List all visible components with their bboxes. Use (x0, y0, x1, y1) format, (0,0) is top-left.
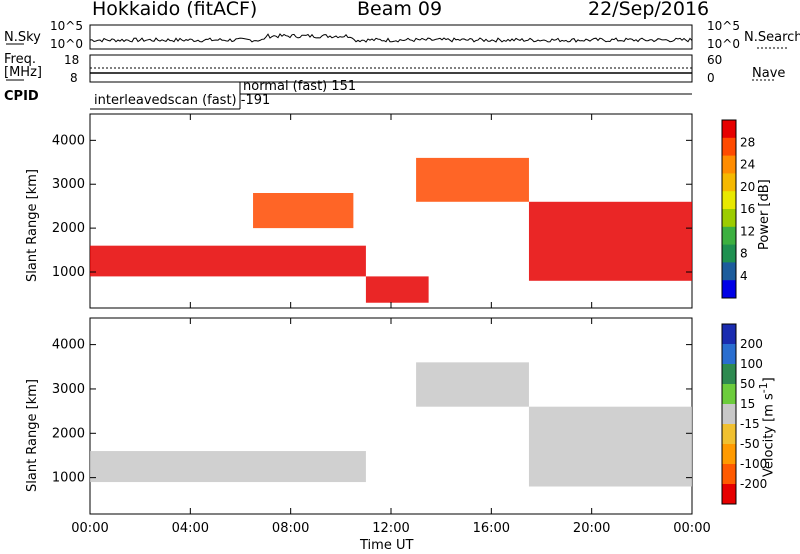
xtick-label: 00:00 (71, 521, 108, 536)
nsearch-label: N.Search (744, 30, 800, 45)
nsky-trace (89, 33, 693, 44)
power-colorbar-swatch (722, 209, 736, 228)
nsearch-tick-bottom: 10^0 (707, 37, 740, 51)
power-colorbar-tick-label: 28 (740, 135, 755, 149)
nave-tick-top: 60 (707, 53, 723, 67)
xtick-label: 16:00 (473, 521, 510, 536)
power-band (528, 201, 692, 281)
power-colorbar-swatch (722, 173, 736, 192)
velocity-ytick-label: 2000 (52, 426, 85, 441)
nsky-tick-bottom: 10^0 (50, 37, 83, 51)
velocity-band (90, 451, 366, 483)
velocity-colorbar-tick-label: -200 (740, 477, 767, 491)
power-colorbar-swatch (722, 244, 736, 263)
velocity-colorbar-tick-label: 15 (740, 397, 755, 411)
velocity-colorbar-frame (721, 323, 737, 505)
velocity-colorbar-swatch (722, 364, 736, 385)
nsearch-tick-top: 10^5 (707, 19, 740, 33)
velocity-colorbar-swatch (722, 344, 736, 365)
power-band (365, 276, 429, 303)
power-colorbar-tick-label: 8 (740, 247, 748, 261)
xtick-label: 04:00 (172, 521, 209, 536)
power-colorbar-tick-label: 16 (740, 202, 755, 216)
power-colorbar-tick-label: 20 (740, 180, 755, 194)
cpid-entry: normal (fast) 151 (243, 79, 356, 94)
velocity-colorbar-tick-label: -15 (740, 417, 760, 431)
velocity-colorbar-swatch (722, 464, 736, 485)
power-band (253, 193, 354, 229)
nave-tick-bottom: 0 (707, 71, 715, 85)
power-colorbar-swatch (722, 191, 736, 210)
power-colorbar-tick-label: 24 (740, 158, 755, 172)
nsky-panel-frame (89, 24, 693, 50)
xaxis-title: Time UT (360, 538, 414, 553)
power-colorbar-swatch (722, 280, 736, 299)
station-title: Hokkaido (fitACF) (92, 0, 258, 20)
cpid-entry-id: 151 (331, 79, 357, 94)
velocity-colorbar-tick-label: 200 (740, 337, 763, 351)
power-ytick-label: 1000 (52, 265, 85, 280)
velocity-colorbar-swatch (722, 424, 736, 445)
velocity-colorbar-swatch (722, 404, 736, 425)
power-ytick-label: 4000 (52, 133, 85, 148)
velocity-colorbar-swatch (722, 484, 736, 505)
power-band (90, 245, 366, 277)
velocity-colorbar-swatch (722, 444, 736, 465)
xtick-label: 20:00 (573, 521, 610, 536)
velocity-colorbar-tick-label: -100 (740, 457, 767, 471)
velocity-band (528, 406, 692, 487)
velocity-colorbar-tick-label: -50 (740, 437, 760, 451)
date-label: 22/Sep/2016 (588, 0, 710, 20)
cpid-entry-name: normal (fast) (243, 79, 328, 94)
power-colorbar-tick-label: 12 (740, 224, 755, 238)
xtick-label: 00:00 (673, 521, 710, 536)
velocity-colorbar-swatch (722, 384, 736, 405)
freq-label: Freq. (4, 52, 36, 67)
velocity-colorbar-tick-label: 50 (740, 377, 755, 391)
power-colorbar-frame (721, 119, 737, 299)
power-ytick-label: 2000 (52, 221, 85, 236)
nsky-label: N.Sky (4, 30, 41, 45)
cpid-label: CPID (4, 89, 39, 104)
power-colorbar-swatch (722, 226, 736, 246)
power-ytick-label: 3000 (52, 177, 85, 192)
power-colorbar-swatch (722, 120, 736, 139)
velocity-colorbar-tick-label: 100 (740, 357, 763, 371)
velocity-ytick-label: 3000 (52, 382, 85, 397)
xtick-label: 08:00 (272, 521, 309, 536)
velocity-band (416, 362, 529, 407)
freq-unit-label: [MHz] (4, 65, 42, 80)
freq-tick-bottom: 8 (70, 71, 78, 85)
power-colorbar-swatch (722, 262, 736, 281)
xtick-label: 12:00 (372, 521, 409, 536)
power-colorbar-swatch (722, 137, 736, 157)
cpid-entry-id: -191 (240, 93, 271, 108)
nsky-tick-top: 10^5 (50, 19, 83, 33)
beam-label: Beam 09 (357, 0, 443, 20)
nave-label: Nave (752, 66, 786, 81)
velocity-ytick-label: 4000 (52, 338, 85, 353)
cpid-entry-name: interleavedscan (fast) (94, 93, 237, 108)
freq-tick-top: 18 (64, 53, 80, 67)
velocity-colorbar-swatch (722, 324, 736, 345)
power-colorbar-tick-label: 4 (740, 269, 748, 283)
power-colorbar-swatch (722, 155, 736, 174)
cpid-entry: interleavedscan (fast) -191 (94, 93, 270, 108)
power-band (416, 157, 529, 202)
velocity-ytick-label: 1000 (52, 471, 85, 486)
